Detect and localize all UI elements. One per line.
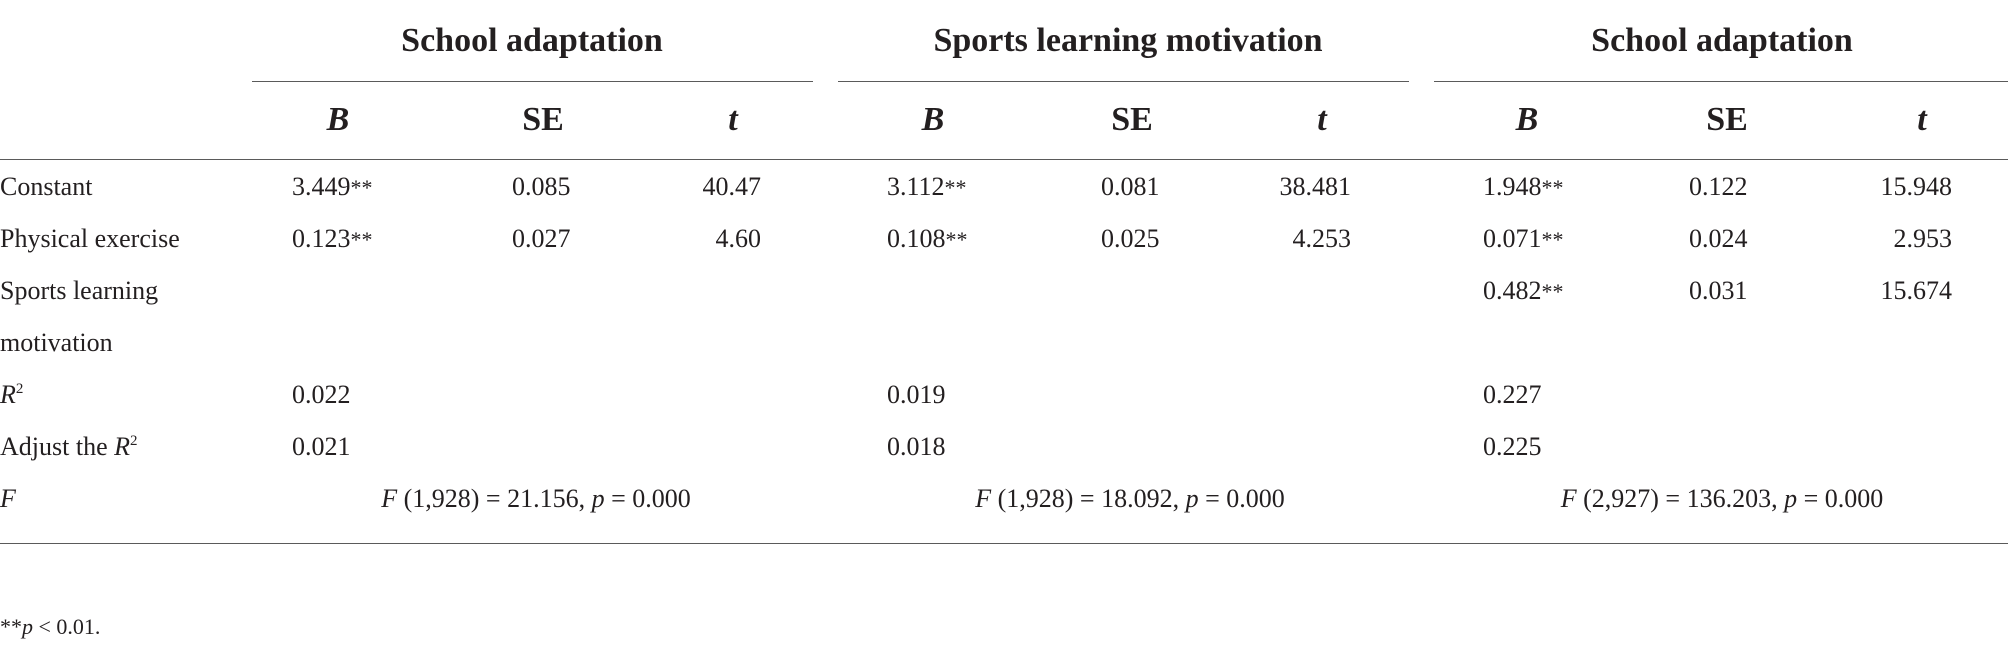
cell-r2-1: 0.022 bbox=[292, 380, 351, 409]
table-footnote: **p < 0.01. bbox=[0, 614, 101, 639]
cell-exercise-t-3: 2.953 bbox=[1893, 224, 1953, 253]
col-header-t-2: t bbox=[1317, 101, 1327, 138]
cell-constant-t-3: 15.948 bbox=[1880, 172, 1953, 201]
group-underline-1 bbox=[252, 81, 813, 82]
cell-motivation-t-3: 15.674 bbox=[1880, 276, 1953, 305]
col-header-b-2: B bbox=[921, 101, 945, 138]
cell-exercise-t-2: 4.253 bbox=[1292, 224, 1352, 253]
row-label-sports-learning: Sports learning bbox=[0, 276, 159, 305]
cell-constant-b-1: 3.449** bbox=[292, 172, 373, 201]
cell-constant-se-1: 0.085 bbox=[512, 172, 571, 201]
row-label-physical-exercise: Physical exercise bbox=[0, 224, 180, 253]
cell-f-3: F (2,927) = 136.203, p = 0.000 bbox=[1560, 484, 1884, 513]
cell-exercise-se-1: 0.027 bbox=[512, 224, 571, 253]
cell-adj-r2-3: 0.225 bbox=[1483, 432, 1542, 461]
row-label-f: F bbox=[0, 484, 16, 513]
row-label-constant: Constant bbox=[0, 172, 93, 201]
cell-motivation-se-3: 0.031 bbox=[1689, 276, 1748, 305]
header-rule bbox=[0, 159, 2008, 160]
bottom-rule bbox=[0, 543, 2008, 544]
col-header-t-3: t bbox=[1917, 101, 1927, 138]
group-underline-2 bbox=[838, 81, 1409, 82]
col-header-se-2: SE bbox=[1111, 101, 1153, 138]
col-header-t-1: t bbox=[728, 101, 738, 138]
cell-adj-r2-1: 0.021 bbox=[292, 432, 351, 461]
col-header-se-3: SE bbox=[1706, 101, 1748, 138]
row-label-motivation: motivation bbox=[0, 328, 113, 357]
cell-r2-3: 0.227 bbox=[1483, 380, 1542, 409]
row-label-adjust-r2: Adjust the R2 bbox=[0, 432, 138, 461]
cell-f-1: F (1,928) = 21.156, p = 0.000 bbox=[381, 484, 691, 513]
col-header-se-1: SE bbox=[522, 101, 564, 138]
cell-r2-2: 0.019 bbox=[887, 380, 946, 409]
row-label-r2: R2 bbox=[0, 380, 24, 409]
cell-exercise-b-1: 0.123** bbox=[292, 224, 373, 253]
cell-constant-se-2: 0.081 bbox=[1101, 172, 1160, 201]
col-header-b-1: B bbox=[326, 101, 350, 138]
cell-constant-b-2: 3.112** bbox=[887, 172, 967, 201]
cell-f-2: F (1,928) = 18.092, p = 0.000 bbox=[975, 484, 1285, 513]
group-header-school-adaptation-1: School adaptation bbox=[401, 22, 663, 59]
group-header-school-adaptation-2: School adaptation bbox=[1591, 22, 1853, 59]
col-header-b-3: B bbox=[1515, 101, 1539, 138]
cell-constant-b-3: 1.948** bbox=[1483, 172, 1564, 201]
cell-exercise-t-1: 4.60 bbox=[715, 224, 762, 253]
cell-constant-se-3: 0.122 bbox=[1689, 172, 1748, 201]
cell-exercise-b-2: 0.108** bbox=[887, 224, 968, 253]
cell-exercise-b-3: 0.071** bbox=[1483, 224, 1564, 253]
group-header-sports-learning-motivation: Sports learning motivation bbox=[933, 22, 1323, 59]
cell-constant-t-2: 38.481 bbox=[1279, 172, 1352, 201]
group-underline-3 bbox=[1434, 81, 2008, 82]
cell-adj-r2-2: 0.018 bbox=[887, 432, 946, 461]
cell-motivation-b-3: 0.482** bbox=[1483, 276, 1564, 305]
cell-constant-t-1: 40.47 bbox=[702, 172, 762, 201]
cell-exercise-se-3: 0.024 bbox=[1689, 224, 1748, 253]
cell-exercise-se-2: 0.025 bbox=[1101, 224, 1160, 253]
